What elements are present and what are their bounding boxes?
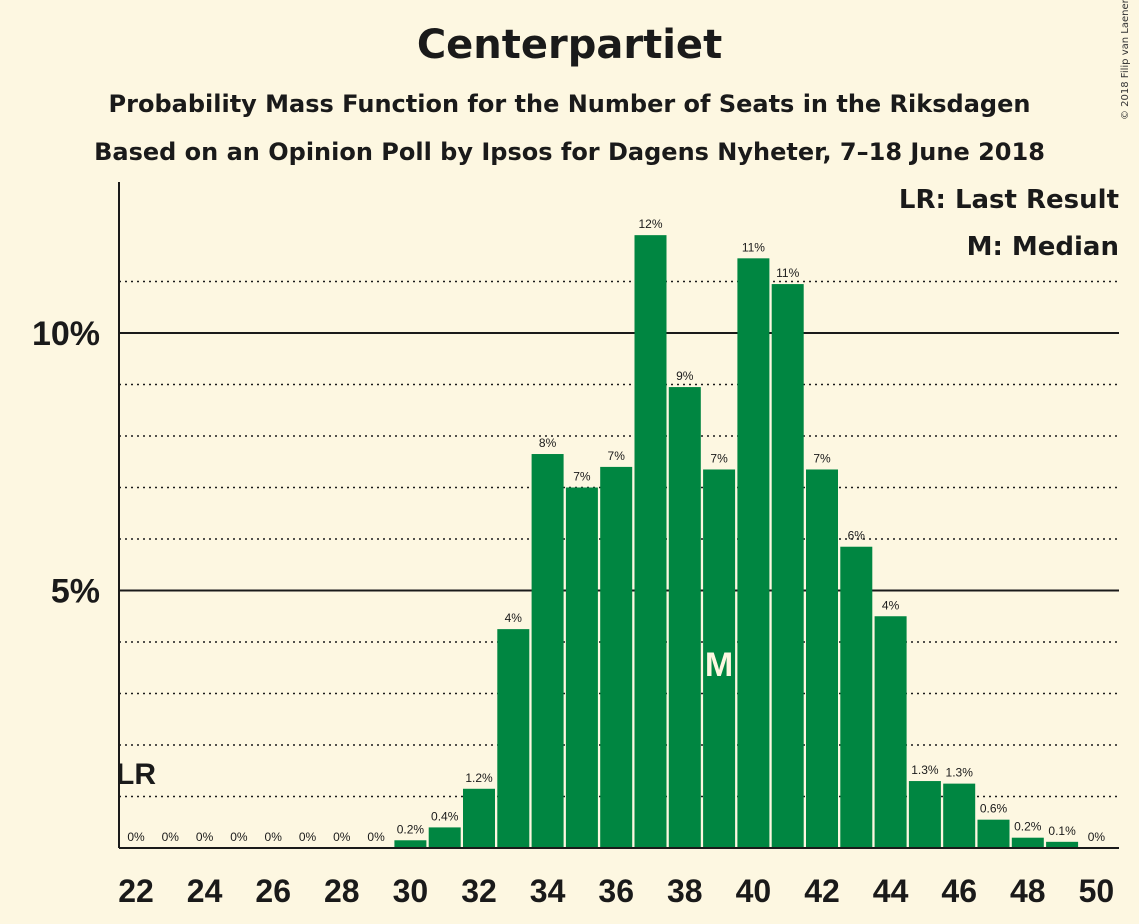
tick-labels: 22 24 26 28 30 32 34 36 38 40 42 44 46 48 50 5% 10% (32, 315, 1114, 909)
data-label: 0% (1088, 830, 1106, 844)
data-label: 7% (710, 451, 728, 465)
data-label: 0% (265, 830, 283, 844)
data-label: 1.3% (946, 766, 974, 780)
x-tick-label: 50 (1079, 873, 1115, 909)
bars (394, 235, 1079, 848)
x-tick-label: 44 (873, 873, 909, 909)
chart-title: Centerpartiet (416, 22, 723, 68)
bar (463, 788, 495, 848)
x-tick-label: 46 (941, 873, 977, 909)
bar (497, 629, 530, 848)
data-label: 0% (299, 830, 317, 844)
bar (840, 546, 873, 848)
data-label: 0% (367, 830, 385, 844)
data-label: 0% (127, 830, 145, 844)
x-tick-label: 34 (530, 873, 566, 909)
data-label: 7% (608, 449, 626, 463)
data-label: 8% (539, 436, 557, 450)
copyright-notice: © 2018 Filip van Laenen (1120, 0, 1131, 120)
bar (565, 487, 598, 848)
data-label: 1.2% (465, 771, 493, 785)
x-tick-label: 26 (255, 873, 291, 909)
bar (771, 284, 804, 848)
x-tick-label: 42 (804, 873, 840, 909)
axes (118, 182, 1119, 849)
bar (531, 454, 564, 848)
x-tick-label: 38 (667, 873, 703, 909)
data-label: 0.1% (1048, 824, 1076, 838)
y-tick-label: 10% (32, 315, 100, 353)
bar (806, 469, 838, 848)
chart-subtitle: Probability Mass Function for the Number… (108, 90, 1031, 118)
data-label: 0.4% (431, 809, 459, 823)
data-label: 9% (676, 369, 694, 383)
bar (394, 840, 427, 848)
data-label: 12% (638, 217, 662, 231)
data-label: 0% (230, 830, 248, 844)
data-label: 1.3% (911, 763, 939, 777)
bar (908, 781, 941, 848)
data-label: 4% (882, 598, 900, 612)
legend-median: M: Median (966, 232, 1119, 262)
y-tick-label: 5% (51, 573, 100, 611)
data-label: 0% (333, 830, 351, 844)
data-label: 4% (505, 611, 523, 625)
x-tick-label: 40 (736, 873, 772, 909)
data-label: 6% (848, 529, 866, 543)
bar (1011, 837, 1044, 848)
x-tick-label: 30 (393, 873, 429, 909)
bar (668, 387, 701, 848)
data-label: 7% (573, 470, 591, 484)
median-marker: M (705, 646, 733, 684)
bar (943, 783, 976, 848)
bar (600, 466, 633, 848)
data-label: 7% (813, 451, 831, 465)
data-label: 11% (742, 240, 765, 254)
x-tick-label: 24 (187, 873, 223, 909)
data-labels: 0% 0% 0% 0% 0% 0% 0% 0% 0.2% 0.4% 1.2% 4% 8% 7% 7% 12% 9… (116, 217, 1105, 844)
legend-last-result: LR: Last Result (898, 185, 1119, 215)
data-label: 0.6% (980, 802, 1008, 816)
x-tick-label: 22 (118, 873, 154, 909)
bar (737, 258, 770, 848)
data-label: 0.2% (1014, 820, 1042, 834)
bar (634, 235, 667, 848)
x-tick-label: 48 (1010, 873, 1046, 909)
data-label: 0% (196, 830, 214, 844)
data-label: 0.2% (397, 822, 425, 836)
bar (977, 819, 1010, 848)
data-label: 11% (776, 266, 799, 280)
bar (428, 827, 461, 848)
data-label: 0% (162, 830, 180, 844)
bar (874, 616, 907, 848)
last-result-marker: LR (116, 758, 156, 791)
x-tick-label: 28 (324, 873, 360, 909)
x-tick-label: 32 (461, 873, 497, 909)
bar (1046, 841, 1079, 848)
chart-source: Based on an Opinion Poll by Ipsos for Da… (94, 138, 1045, 166)
x-tick-label: 36 (598, 873, 634, 909)
bar (703, 469, 736, 848)
